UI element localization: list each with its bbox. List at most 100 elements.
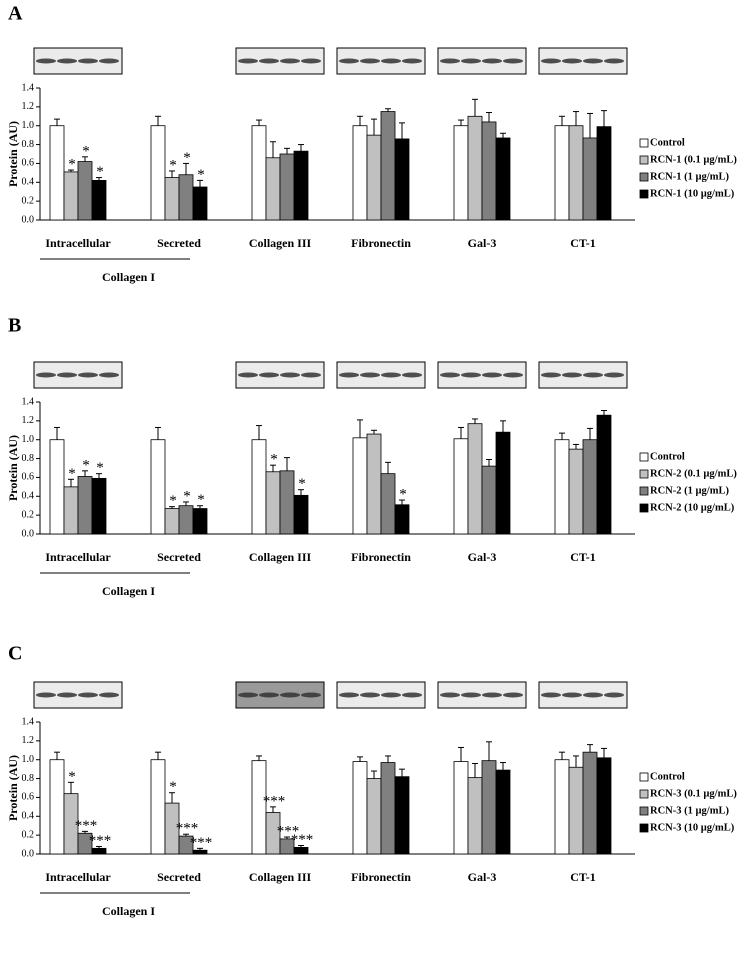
legend-label: Control: [650, 771, 685, 782]
y-tick-label: 0.4: [22, 491, 35, 502]
bar: [453, 125, 469, 221]
y-tick-label: 0.2: [22, 829, 35, 840]
significance-label: *: [183, 150, 191, 166]
bar: [394, 138, 410, 221]
significance-label: *: [197, 167, 205, 183]
legend-swatch: [639, 789, 649, 799]
blot-band: [99, 692, 119, 698]
blot-band: [604, 372, 624, 378]
bar: [63, 171, 79, 221]
blot-band: [280, 692, 300, 698]
y-tick-label: 0.0: [22, 848, 35, 859]
blot-band: [482, 372, 502, 378]
legend-swatch: [639, 772, 649, 782]
blot-band: [99, 58, 119, 64]
bar: [91, 847, 107, 855]
blot-band: [78, 58, 98, 64]
blot-band: [259, 58, 279, 64]
x-tick-label: Gal-3: [468, 550, 497, 564]
bar: [192, 186, 208, 221]
blot-band: [259, 372, 279, 378]
bar: [366, 134, 382, 221]
bar: [596, 414, 612, 535]
blot-band: [36, 372, 56, 378]
legend-swatch: [639, 503, 649, 513]
blot-band: [381, 372, 401, 378]
x-tick-label: Collagen III: [249, 870, 312, 884]
bar: [366, 778, 382, 855]
bar: [495, 137, 511, 221]
blot-band: [482, 692, 502, 698]
x-tick-label: Secreted: [157, 550, 201, 564]
y-axis-label: Protein (AU): [6, 755, 20, 821]
x-tick-label: CT-1: [570, 550, 596, 564]
blot-band: [238, 58, 258, 64]
blot-band: [381, 692, 401, 698]
blot-band: [562, 692, 582, 698]
legend-label: Control: [650, 451, 685, 462]
bar: [178, 505, 194, 535]
blot-band: [280, 372, 300, 378]
legend-swatch: [639, 486, 649, 496]
y-tick-label: 1.4: [22, 716, 35, 727]
blot-band: [78, 372, 98, 378]
blot-band: [583, 58, 603, 64]
y-tick-label: 1.2: [22, 735, 35, 746]
legend-label: RCN-2 (1 µg/mL): [650, 485, 729, 496]
bar: [265, 157, 281, 221]
group-label: Collagen I: [102, 584, 155, 598]
bar: [582, 751, 598, 855]
blot-band: [301, 58, 321, 64]
legend-swatch: [639, 452, 649, 462]
legend-label: RCN-2 (0.1 µg/mL): [650, 468, 737, 479]
bar: [164, 508, 180, 535]
bar: [366, 433, 382, 535]
blot-band: [238, 692, 258, 698]
blot-band: [339, 692, 359, 698]
significance-label: *: [82, 143, 90, 159]
legend-swatch: [639, 189, 649, 199]
significance-label: *: [197, 492, 205, 508]
blot-band: [36, 58, 56, 64]
legend-label: RCN-1 (1 µg/mL): [650, 171, 729, 182]
y-tick-label: 0.8: [22, 773, 35, 784]
x-tick-label: Intracellular: [45, 236, 111, 250]
bar: [394, 776, 410, 855]
y-tick-label: 0.4: [22, 811, 35, 822]
x-tick-label: Gal-3: [468, 870, 497, 884]
significance-label: *: [82, 457, 90, 473]
panel-label: A: [8, 3, 23, 25]
bar: [49, 439, 65, 535]
bar: [596, 126, 612, 221]
bar: [380, 111, 396, 221]
bar: [596, 757, 612, 855]
bar: [495, 769, 511, 855]
blot-band: [482, 58, 502, 64]
y-tick-label: 1.4: [22, 396, 35, 407]
y-tick-label: 0.6: [22, 158, 35, 169]
blot-band: [503, 372, 523, 378]
x-tick-label: Collagen III: [249, 236, 312, 250]
blot-band: [541, 692, 561, 698]
x-tick-label: Fibronectin: [351, 870, 411, 884]
bar: [192, 849, 208, 855]
y-axis-label: Protein (AU): [6, 435, 20, 501]
significance-label: *: [169, 157, 177, 173]
y-axis-label: Protein (AU): [6, 121, 20, 187]
bar: [394, 504, 410, 535]
x-tick-label: Collagen III: [249, 550, 312, 564]
blot-band: [461, 372, 481, 378]
blot-band: [562, 372, 582, 378]
group-label: Collagen I: [102, 270, 155, 284]
bar: [582, 137, 598, 221]
legend-swatch: [639, 138, 649, 148]
bar: [380, 762, 396, 855]
y-tick-label: 0.4: [22, 177, 35, 188]
blot-band: [339, 372, 359, 378]
bar: [192, 508, 208, 535]
blot-band: [360, 372, 380, 378]
bar: [467, 115, 483, 221]
blot-band: [36, 692, 56, 698]
significance-label: *: [96, 460, 104, 476]
legend-swatch: [639, 155, 649, 165]
